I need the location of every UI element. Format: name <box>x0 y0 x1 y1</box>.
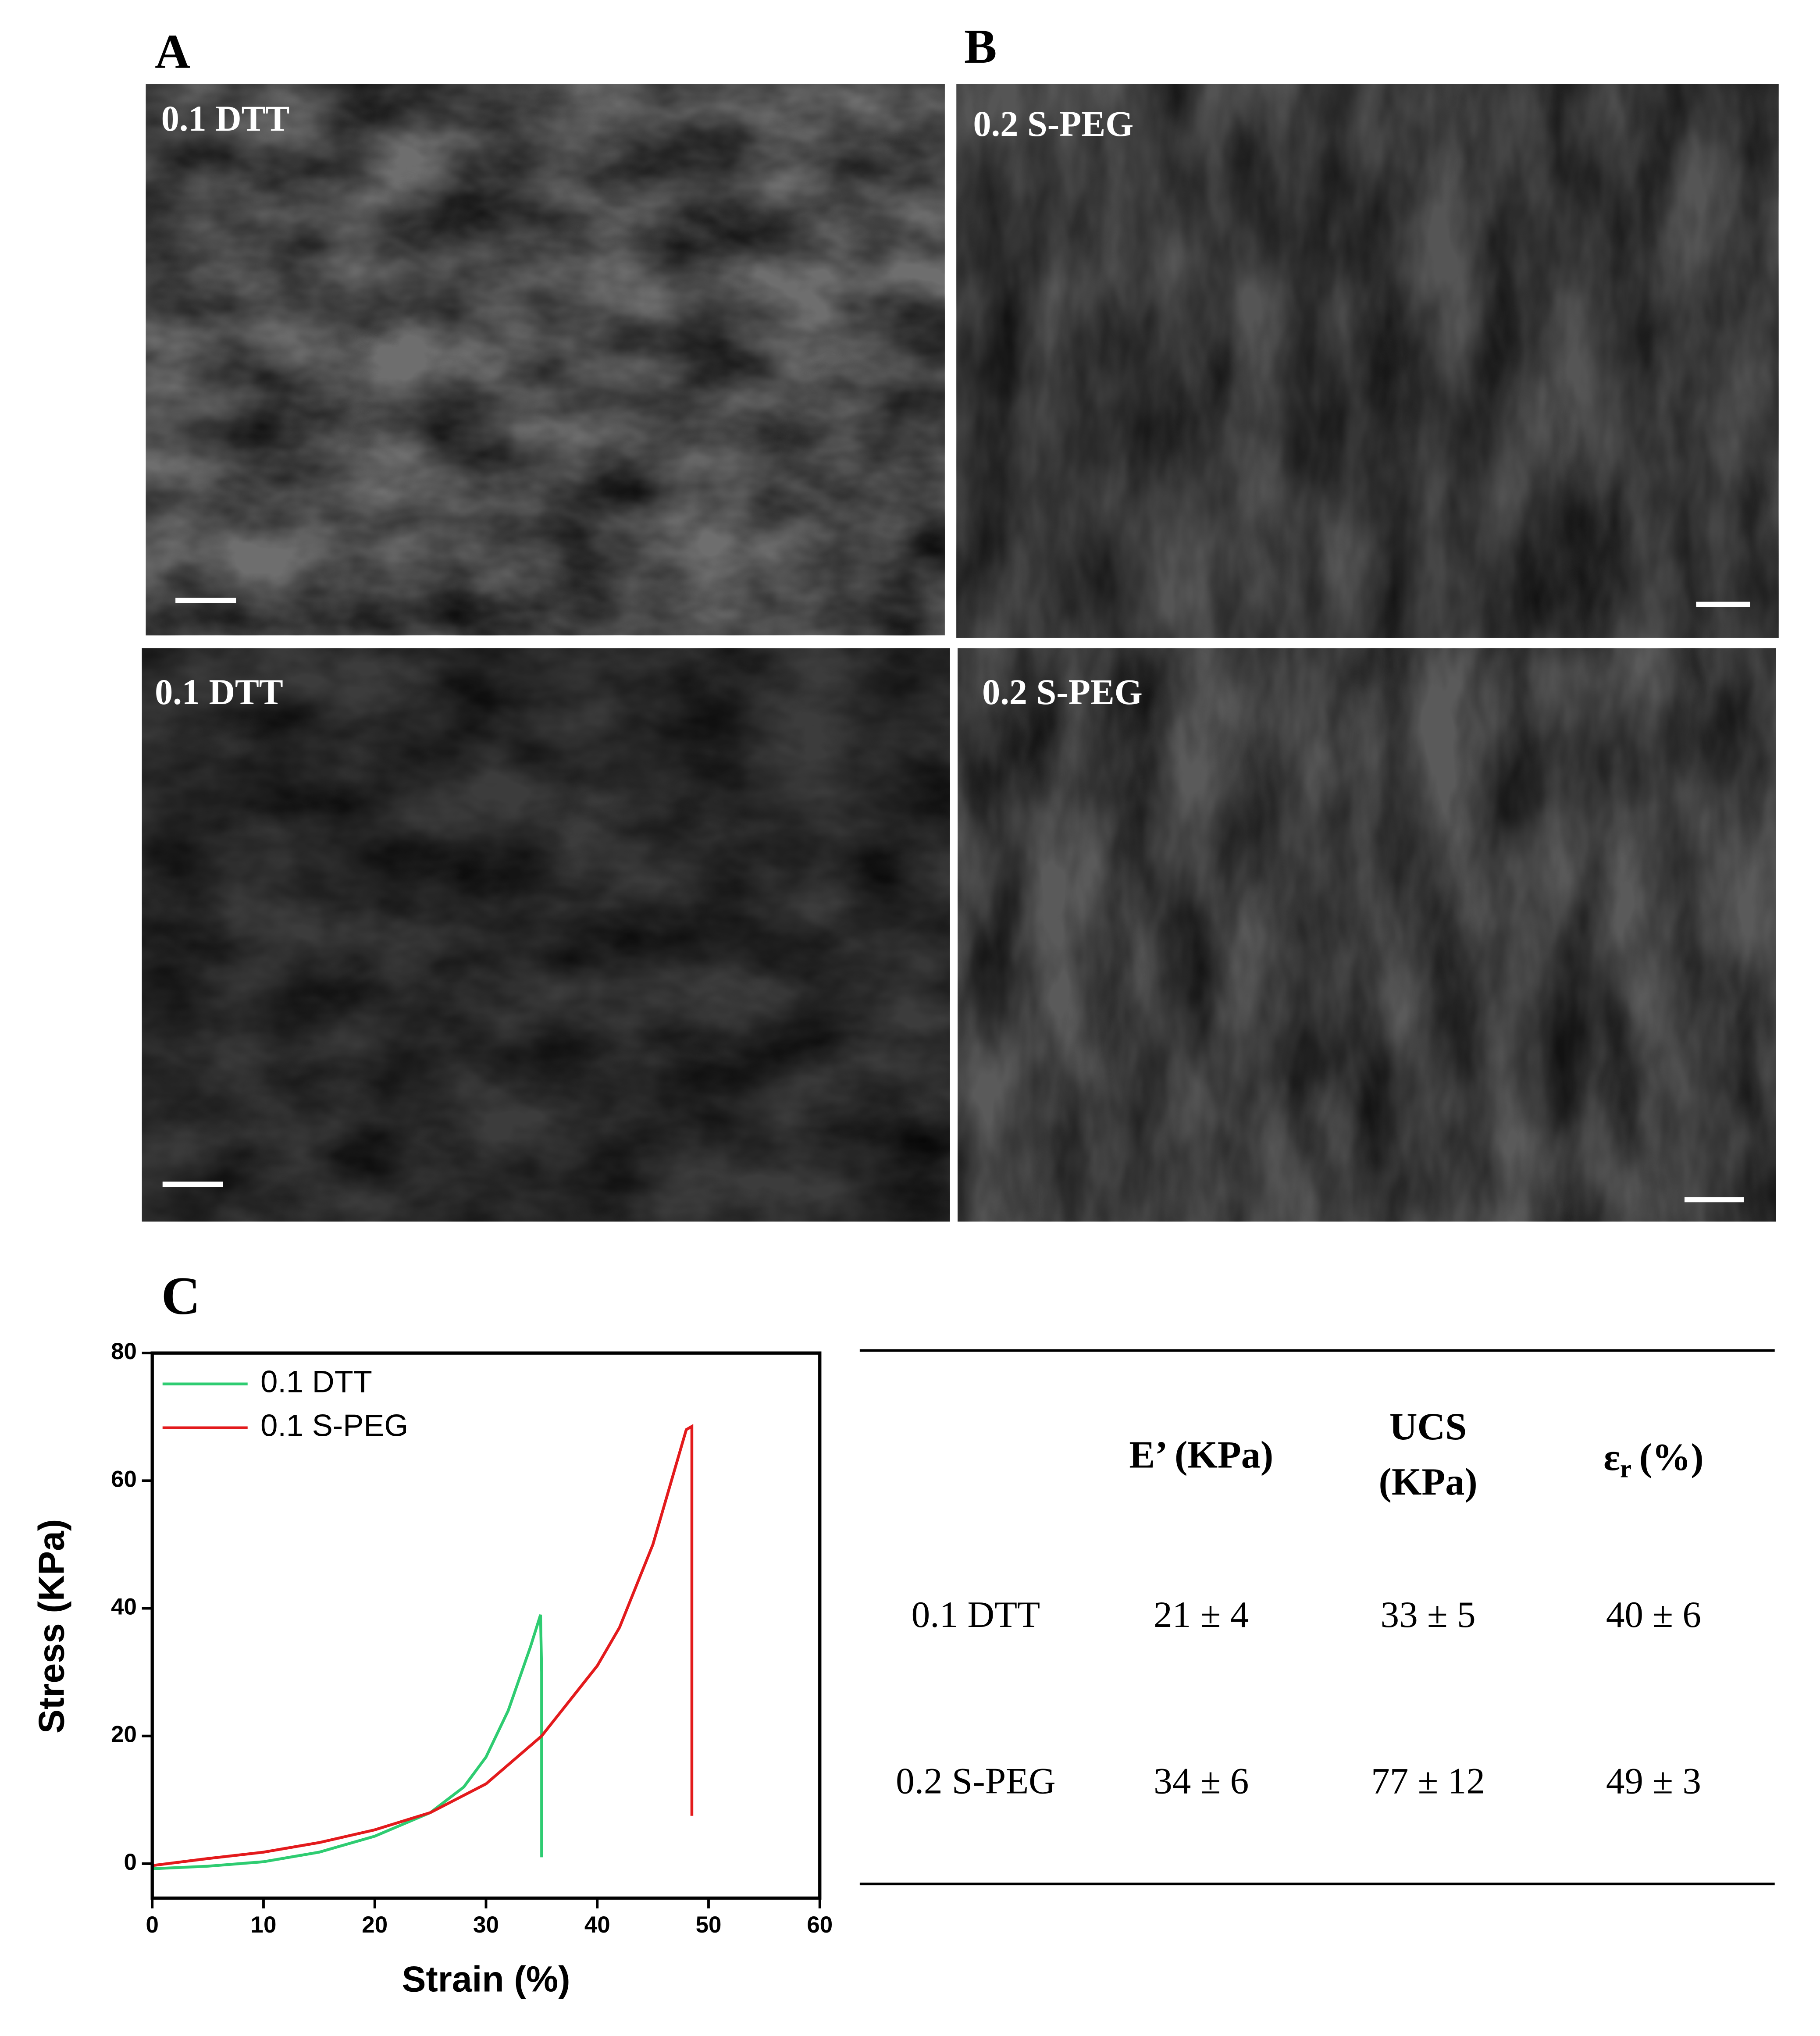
y-axis-label: Stress (KPa) <box>32 1519 72 1733</box>
series-line <box>152 1424 694 1867</box>
table-header: E’ (KPa) <box>1129 1433 1273 1476</box>
y-tick-label: 0 <box>124 1849 137 1875</box>
table-cell: 0.2 S-PEG <box>896 1760 1056 1801</box>
x-tick-label: 30 <box>473 1912 499 1938</box>
sem-texture <box>958 648 1776 1222</box>
x-tick-label: 40 <box>584 1912 610 1938</box>
table-cell: 49 ± 3 <box>1606 1760 1701 1801</box>
panel-label: B <box>964 19 997 74</box>
table: E’ (KPa) UCS (KPa) εr (%) 0.1 DTT 21 ± 4 33… <box>859 1349 1775 1886</box>
panel-label: C <box>161 1266 200 1326</box>
table-cell: 40 ± 6 <box>1606 1594 1701 1635</box>
x-tick-label: 60 <box>807 1912 833 1938</box>
table-cell: 21 ± 4 <box>1154 1594 1249 1635</box>
sem-texture <box>956 84 1779 638</box>
subscript: r <box>1620 1455 1631 1483</box>
table-header: UCS <box>1389 1405 1467 1448</box>
table-header: εr (%) <box>1603 1436 1703 1483</box>
y-tick-label: 80 <box>111 1338 137 1364</box>
y-tick-label: 40 <box>111 1594 137 1620</box>
unit: (%) <box>1639 1436 1704 1479</box>
legend-label: 0.1 S-PEG <box>260 1408 408 1442</box>
y-tick-label: 60 <box>111 1466 137 1492</box>
panel-label: A <box>155 25 190 79</box>
chart: Strain (%) Stress (KPa) 0 10 20 30 40 50 60 0 20… <box>32 1338 833 1999</box>
x-tick-label: 10 <box>251 1912 277 1938</box>
table-cell: 34 ± 6 <box>1154 1760 1249 1801</box>
x-tick-label: 20 <box>362 1912 388 1938</box>
sem-texture <box>142 648 950 1222</box>
x-axis-label: Strain (%) <box>402 1959 570 1999</box>
image-caption: 0.1 DTT <box>155 672 283 712</box>
series-line <box>152 1614 543 1870</box>
table-cell: 0.1 DTT <box>912 1594 1040 1635</box>
symbol: ε <box>1603 1436 1620 1479</box>
table-cell: 77 ± 12 <box>1371 1760 1485 1801</box>
image-caption: 0.2 S-PEG <box>973 104 1134 144</box>
table-cell: 33 ± 5 <box>1380 1594 1475 1635</box>
image-caption: 0.1 DTT <box>161 99 290 139</box>
image-caption: 0.2 S-PEG <box>982 672 1143 712</box>
sem-texture <box>146 84 945 636</box>
table-header: (KPa) <box>1378 1460 1477 1503</box>
sem-images <box>142 84 1779 1222</box>
x-tick-label: 0 <box>146 1912 159 1938</box>
plot-frame <box>150 1351 822 1900</box>
y-tick-label: 20 <box>111 1722 137 1748</box>
x-tick-label: 50 <box>696 1912 722 1938</box>
legend-label: 0.1 DTT <box>260 1364 372 1399</box>
